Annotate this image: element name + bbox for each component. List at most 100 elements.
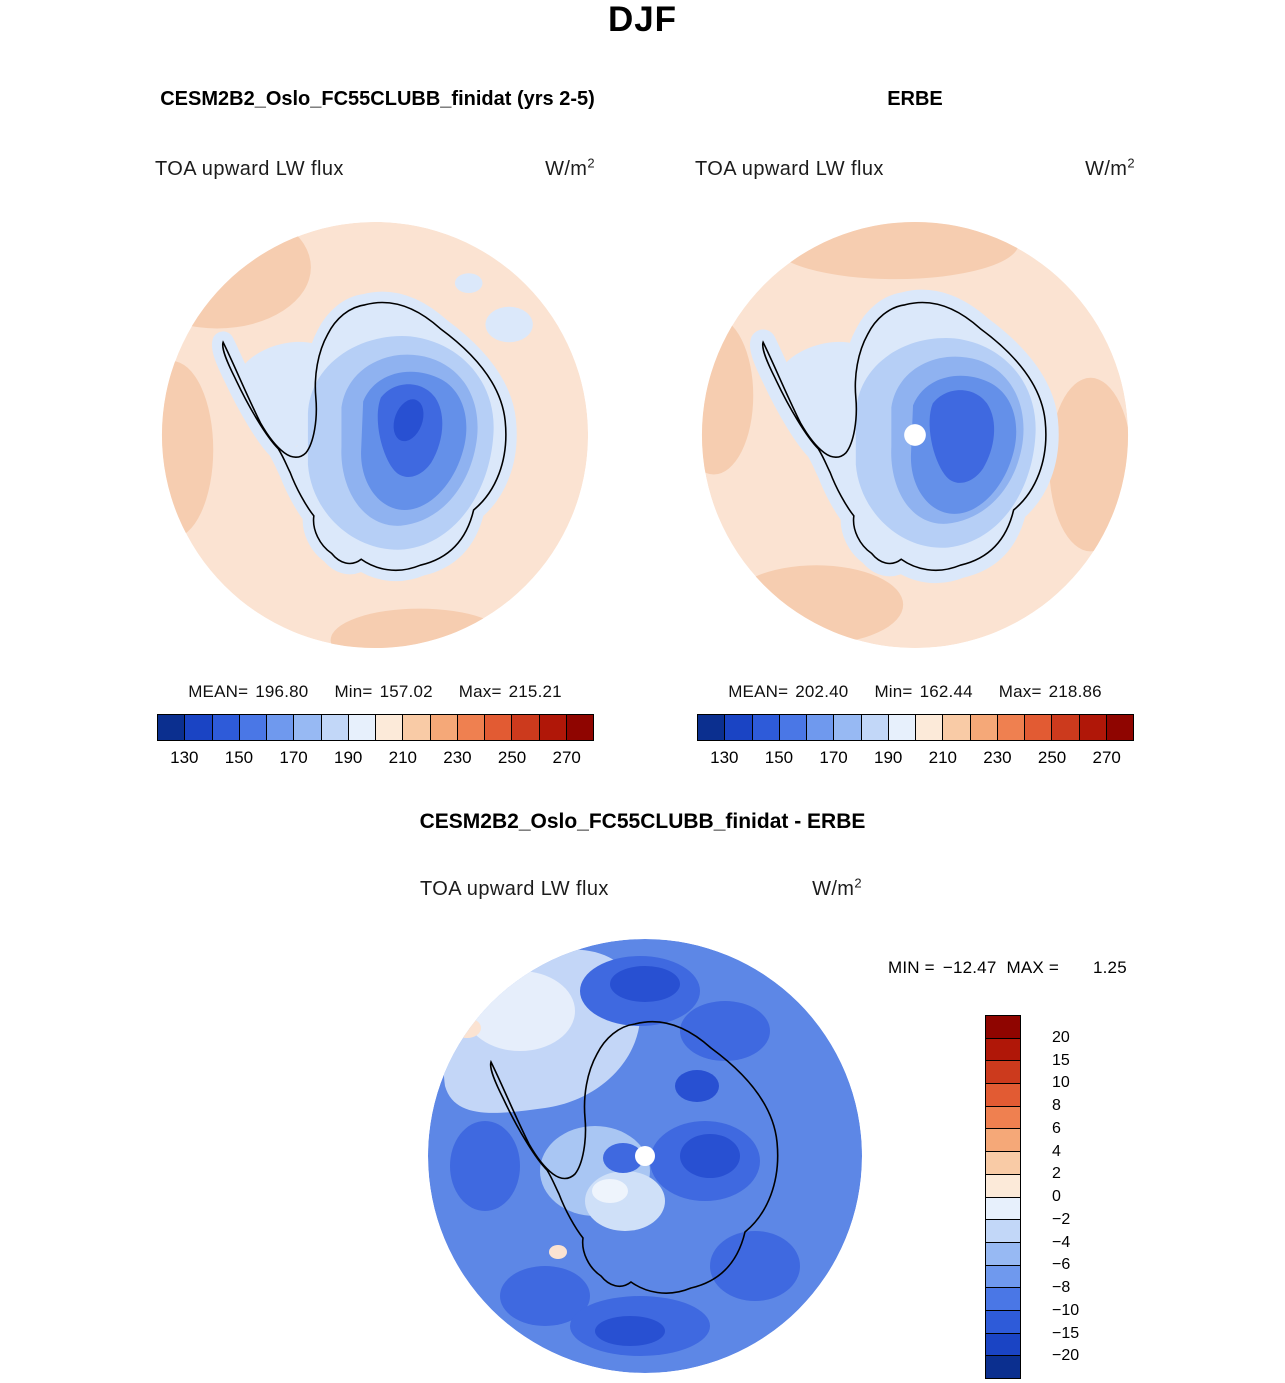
panel-left-subtitle: TOA upward LW flux W/m2 bbox=[155, 156, 595, 181]
min-value: 157.02 bbox=[379, 682, 433, 701]
diff-near-zero-patch bbox=[592, 1179, 628, 1203]
colorbar-segment bbox=[986, 1061, 1020, 1085]
colorbar-segment bbox=[1052, 715, 1080, 740]
colorbar-segment bbox=[348, 715, 376, 740]
units-label: W/m2 bbox=[812, 875, 862, 900]
mean-value: 196.80 bbox=[255, 682, 309, 701]
min-label: Min= bbox=[334, 682, 373, 701]
panel-right-title: ERBE bbox=[887, 88, 943, 110]
antarctica-outline bbox=[489, 1020, 779, 1294]
ice-level-5 bbox=[929, 390, 995, 483]
field-label: TOA upward LW flux bbox=[155, 158, 344, 180]
mean-label: MEAN= bbox=[188, 682, 249, 701]
colorbar-tick-label: −8 bbox=[1052, 1279, 1071, 1296]
colorbar-tick-label: −2 bbox=[1052, 1210, 1071, 1228]
colorbar-segment bbox=[725, 715, 753, 740]
colorbar-segment bbox=[986, 1356, 1020, 1378]
colorbar-segment bbox=[1079, 715, 1107, 740]
colorbar-tick-label: 4 bbox=[1052, 1142, 1061, 1160]
colorbar-tick-label: 6 bbox=[1052, 1119, 1061, 1137]
colorbar-tick-label: 190 bbox=[334, 748, 363, 767]
diff-light-patch bbox=[585, 1171, 665, 1231]
colorbar-segment bbox=[158, 715, 186, 740]
colorbar-model-ticks: 130 150 170 190 210 230 250 270 bbox=[157, 748, 594, 770]
colorbar-segment bbox=[512, 715, 540, 740]
colorbar-segment bbox=[986, 1310, 1020, 1334]
diff-dark-patch bbox=[500, 1266, 590, 1326]
colorbar-segment bbox=[997, 715, 1025, 740]
colorbar-model bbox=[157, 714, 594, 741]
colorbar-tick-label: 8 bbox=[1052, 1097, 1061, 1114]
colorbar-segment bbox=[376, 715, 404, 740]
colorbar-segment bbox=[986, 1174, 1020, 1198]
sea-ice-patch bbox=[454, 273, 483, 293]
panel-diff-title: CESM2B2_Oslo_FC55CLUBB_finidat - ERBE bbox=[419, 810, 866, 833]
colorbar-tick-label: 250 bbox=[497, 748, 527, 767]
max-value: 215.21 bbox=[508, 682, 562, 701]
colorbar-segment bbox=[986, 1084, 1020, 1107]
colorbar-tick-label: −15 bbox=[1052, 1324, 1080, 1342]
colorbar-segment bbox=[986, 1242, 1020, 1266]
ocean-warm-patch bbox=[1049, 377, 1129, 552]
colorbar-segment bbox=[986, 1333, 1020, 1357]
colorbar-tick-label: 0 bbox=[1052, 1188, 1061, 1205]
colorbar-segment bbox=[698, 715, 726, 740]
colorbar-tick-label: 210 bbox=[928, 748, 957, 767]
diff-warm-spot bbox=[549, 1245, 567, 1259]
colorbar-segment bbox=[986, 1106, 1020, 1130]
diff-darkest-patch bbox=[610, 966, 680, 1002]
panel-left-stats: MEAN= 196.80 Min= 157.02 Max= 215.21 bbox=[155, 682, 595, 702]
colorbar-segment bbox=[779, 715, 807, 740]
colorbar-segment bbox=[986, 1288, 1020, 1311]
colorbar-segment bbox=[485, 715, 513, 740]
colorbar-tick-label: 270 bbox=[552, 748, 581, 767]
diff-warm-spot bbox=[453, 1018, 481, 1038]
colorbar-erbe-ticks: 130 150 170 190 210 230 250 270 bbox=[697, 748, 1134, 770]
colorbar-segment bbox=[916, 715, 944, 740]
max-label: Max= bbox=[458, 682, 502, 701]
diff-dark-patch bbox=[680, 1001, 770, 1061]
colorbar-segment bbox=[566, 715, 593, 740]
pole-hole bbox=[635, 1146, 655, 1166]
panel-diff-subtitle: TOA upward LW flux W/m2 bbox=[420, 875, 862, 901]
antarctica-outline bbox=[221, 301, 507, 572]
diff-lighter-patch bbox=[465, 971, 575, 1051]
units-label: W/m2 bbox=[1085, 155, 1135, 180]
colorbar-tick-label: −10 bbox=[1052, 1301, 1080, 1319]
colorbar-segment bbox=[888, 715, 916, 740]
min-label: MIN = bbox=[888, 958, 935, 977]
colorbar-tick-label: 230 bbox=[443, 748, 472, 767]
colorbar-tick-label: 130 bbox=[170, 748, 199, 767]
colorbar-tick-label: 15 bbox=[1052, 1051, 1070, 1069]
colorbar-diff-ticks: 20 15 10 8 6 4 2 0 −2 −4 −6 −8 −10 −15 −20 bbox=[1052, 1015, 1132, 1379]
colorbar-segment bbox=[834, 715, 862, 740]
colorbar-segment bbox=[1025, 715, 1053, 740]
colorbar-segment bbox=[212, 715, 240, 740]
colorbar-segment bbox=[430, 715, 458, 740]
colorbar-segment bbox=[986, 1038, 1020, 1062]
mean-value: 202.40 bbox=[795, 682, 849, 701]
colorbar-diff bbox=[985, 1015, 1021, 1379]
colorbar-tick-label: 2 bbox=[1052, 1165, 1061, 1183]
colorbar-segment bbox=[403, 715, 431, 740]
min-value: 162.44 bbox=[919, 682, 973, 701]
colorbar-segment bbox=[970, 715, 998, 740]
colorbar-tick-label: −20 bbox=[1052, 1347, 1080, 1365]
colorbar-segment bbox=[321, 715, 349, 740]
ocean-warm-patch bbox=[330, 608, 509, 649]
colorbar-tick-label: 150 bbox=[764, 748, 794, 767]
map-model bbox=[161, 221, 589, 649]
colorbar-segment bbox=[986, 1197, 1020, 1221]
diff-dark-patch bbox=[603, 1143, 643, 1173]
colorbar-segment bbox=[185, 715, 213, 740]
ocean-warm-patch bbox=[729, 565, 904, 645]
diff-dark-patch bbox=[450, 1121, 520, 1211]
pole-hole bbox=[904, 424, 926, 446]
sea-ice-patch bbox=[485, 306, 533, 343]
colorbar-tick-label: −6 bbox=[1052, 1256, 1071, 1274]
diff-darkest-patch bbox=[595, 1316, 665, 1346]
colorbar-segment bbox=[943, 715, 971, 740]
panel-right-subtitle: TOA upward LW flux W/m2 bbox=[695, 155, 1135, 181]
max-label: Max= bbox=[998, 682, 1042, 701]
